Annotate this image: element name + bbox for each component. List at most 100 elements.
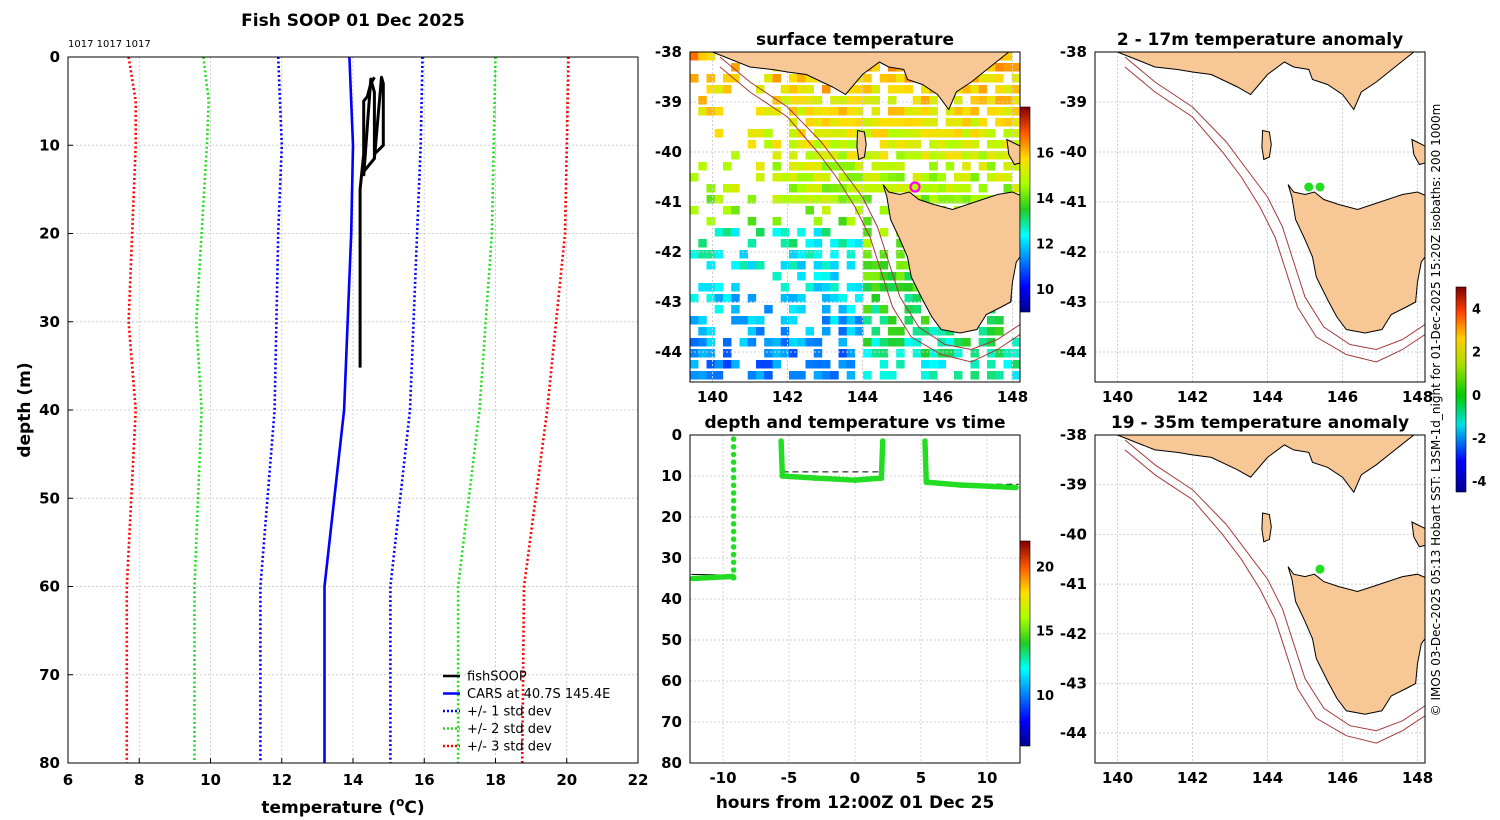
sst-cell <box>954 195 963 204</box>
profile-ytick-label: 10 <box>39 136 60 154</box>
sst-ytick-label: -38 <box>655 43 682 61</box>
sst-cell <box>698 316 707 325</box>
sst-cell <box>838 294 847 303</box>
profile-series-line <box>358 76 376 368</box>
sst-cell <box>888 85 897 94</box>
profile-ytick-label: 50 <box>39 489 60 507</box>
sst-cell <box>789 96 798 105</box>
sst-cell <box>978 96 988 105</box>
sst-cell <box>888 184 897 193</box>
sst-cell <box>888 118 897 127</box>
sst-cell <box>855 107 864 116</box>
sst-cell <box>962 173 971 182</box>
sst-cell <box>1020 360 1029 369</box>
sst-cell <box>764 305 773 314</box>
sst-mainland <box>690 52 1010 111</box>
profile-ytick-label: 0 <box>50 48 60 66</box>
profile-ticks: 6 8 10 12 14 16 18 20 22 0 10 20 30 40 50 60 70 80 <box>39 48 648 789</box>
sst-cell <box>764 129 773 138</box>
sst-cell <box>912 118 922 127</box>
sst-cell <box>838 327 847 336</box>
sst-cell <box>970 349 979 358</box>
depth-time-ytick-label: 80 <box>661 754 682 772</box>
sst-cell <box>871 261 880 270</box>
profile-xtick-label: 6 <box>63 771 73 789</box>
upper-anomaly-ytick-label: -44 <box>1060 343 1087 361</box>
depth-time-point <box>730 567 737 573</box>
sst-cell <box>879 162 889 171</box>
sst-cell <box>706 184 715 193</box>
sst-cell <box>863 96 872 105</box>
sst-cell <box>706 107 715 116</box>
sst-cell <box>772 228 781 237</box>
sst-cell <box>780 85 790 94</box>
sst-isobath-200 <box>719 56 1020 351</box>
sst-cell <box>995 107 1004 116</box>
sst-cell <box>698 250 707 259</box>
sst-cell <box>805 118 814 127</box>
sst-cell <box>830 371 839 380</box>
sst-cell <box>789 173 798 182</box>
sst-cell <box>962 140 971 149</box>
lower-anomaly-land <box>1095 435 1425 715</box>
sst-cell <box>995 74 1004 83</box>
sst-cell <box>921 184 930 193</box>
sst-cell <box>756 162 765 171</box>
upper-anomaly-points <box>1304 182 1325 192</box>
sst-cell <box>929 151 938 160</box>
sst-cell <box>805 239 814 248</box>
sst-cell <box>756 173 765 182</box>
sst-cell <box>879 250 889 259</box>
sst-cell <box>945 129 955 138</box>
sst-cell <box>871 129 880 138</box>
sst-cell <box>731 63 740 72</box>
sst-cell <box>888 96 897 105</box>
sst-cell <box>1020 371 1029 380</box>
sst-cell <box>879 173 889 182</box>
sst-cell <box>879 272 889 281</box>
sst-cell <box>756 360 765 369</box>
sst-cell <box>896 349 905 358</box>
sst-cell <box>945 151 955 160</box>
sst-cell <box>740 382 749 391</box>
sst-cell <box>879 283 889 292</box>
sst-cell <box>698 283 707 292</box>
sst-cell <box>830 140 839 149</box>
profile-ytick-label: 80 <box>39 754 60 772</box>
sst-cell <box>822 305 831 314</box>
sst-cell <box>929 140 938 149</box>
sst-cell <box>822 151 831 160</box>
side-caption: © IMOS 03-Dec-2025 05:13 Hobart SST: L3S… <box>1429 104 1443 717</box>
sst-cell <box>747 239 757 248</box>
sst-ytick-label: -43 <box>655 293 682 311</box>
sst-cell <box>995 118 1004 127</box>
sst-cell <box>822 371 831 380</box>
sst-location-marker <box>909 181 921 193</box>
sst-cell <box>813 118 823 127</box>
sst-cell <box>904 140 913 149</box>
sst-cell <box>698 371 707 380</box>
profile-xtick-label: 22 <box>628 771 649 789</box>
figure-title: Fish SOOP 01 Dec 2025 <box>241 11 465 31</box>
sst-cell <box>879 129 889 138</box>
sst-cell <box>830 261 839 270</box>
sst-cell <box>690 349 699 358</box>
sst-cell <box>912 140 922 149</box>
sst-cell <box>1011 129 1020 138</box>
lower-anomaly-xtick-label: 142 <box>1177 769 1208 787</box>
sst-cell <box>805 338 814 347</box>
sst-cell <box>731 206 740 215</box>
sst-cell <box>797 195 806 204</box>
sst-cell <box>805 151 814 160</box>
sst-cell <box>756 261 765 270</box>
sst-cell <box>731 151 740 160</box>
sst-cell <box>690 250 699 259</box>
sst-cell <box>706 327 715 336</box>
sst-cell <box>945 140 955 149</box>
sst-cell <box>896 74 905 83</box>
sst-cell <box>896 107 905 116</box>
sst-cell <box>813 228 823 237</box>
sst-cell <box>879 228 889 237</box>
sst-cell <box>855 96 864 105</box>
sst-cell <box>698 239 707 248</box>
